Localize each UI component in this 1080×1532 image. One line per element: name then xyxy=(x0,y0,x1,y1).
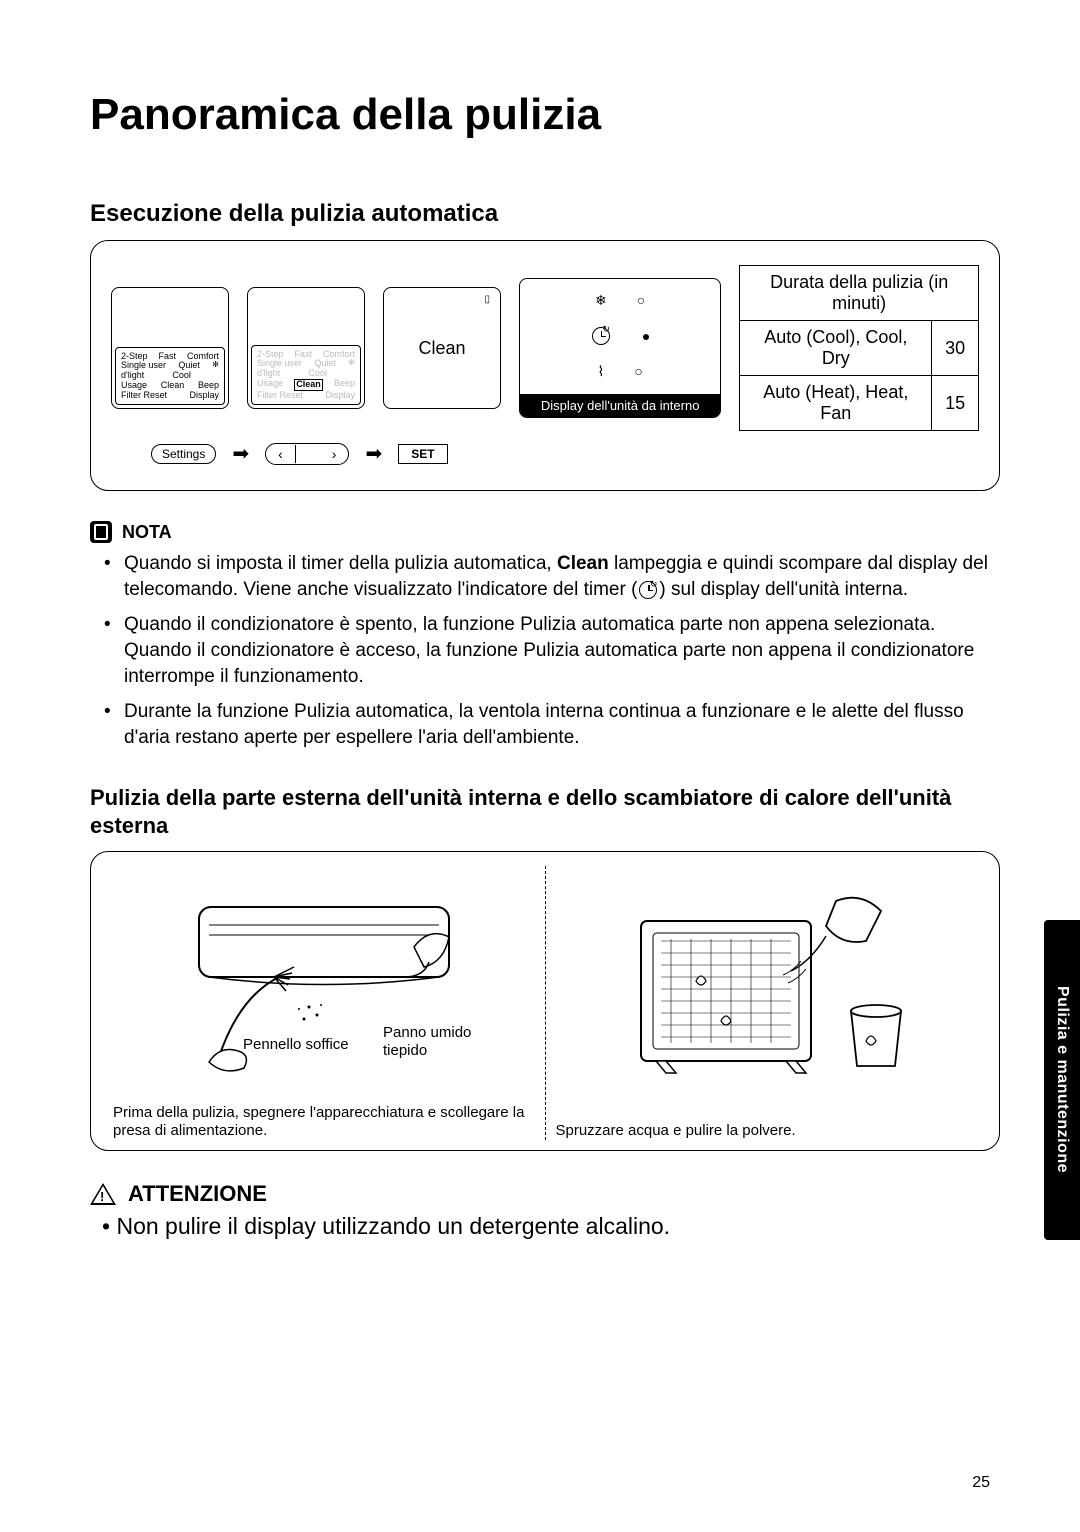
duration-header: Durata della pulizia (in minuti) xyxy=(740,266,979,321)
remote-screen-result: ▯ Clean xyxy=(383,287,501,409)
menuitem: Display xyxy=(189,391,219,401)
warning-icon: ! xyxy=(90,1183,116,1205)
duration-table: Durata della pulizia (in minuti) Auto (C… xyxy=(739,265,979,431)
set-button[interactable]: SET xyxy=(398,444,447,464)
right-caption: Spruzzare acqua e pulire la polvere. xyxy=(556,1116,978,1140)
remote-screen-highlight: 2-StepFastComfort Single userQuiet✻ d'li… xyxy=(247,287,365,409)
section-tab-label: Pulizia e manutenzione xyxy=(1053,986,1071,1173)
arrow-right-icon: ➡ xyxy=(232,441,249,466)
attenzione-list: Non pulire il display utilizzando un det… xyxy=(90,1213,1000,1240)
outdoor-unit-illustration xyxy=(556,866,978,1116)
nota-block: NOTA Quando si imposta il timer della pu… xyxy=(90,521,1000,750)
nota-item: Durante la funzione Pulizia automatica, … xyxy=(120,699,1000,750)
battery-icon: ▯ xyxy=(484,294,490,305)
section-tab: Pulizia e manutenzione xyxy=(1044,920,1080,1240)
dot-icon: ○ xyxy=(637,292,645,308)
dot-icon: ● xyxy=(642,328,650,344)
table-row: Auto (Heat), Heat, Fan 15 xyxy=(740,376,979,431)
menuitem: Filter Reset xyxy=(257,391,303,401)
autoclean-panel: 2-StepFastComfort Single userQuiet✻ d'li… xyxy=(90,240,1000,491)
chevron-right-icon: › xyxy=(320,444,349,464)
timer-icon: ↻ xyxy=(592,327,610,345)
settings-button[interactable]: Settings xyxy=(151,444,216,464)
wifi-icon: ⌇ xyxy=(598,363,605,380)
left-caption: Prima della pulizia, spegnere l'apparecc… xyxy=(113,1098,535,1140)
clean-label: Clean xyxy=(418,338,465,359)
indoor-unit-illustration xyxy=(113,866,535,1098)
nota-text: ) sul display dell'unità interna. xyxy=(659,579,908,600)
attenzione-heading: ! ATTENZIONE xyxy=(90,1181,1000,1207)
note-icon xyxy=(90,521,112,543)
cloth-label: Panno umido tiepido xyxy=(383,1024,493,1059)
brush-label: Pennello soffice xyxy=(243,1036,349,1053)
clean-ext-panel: Pennello soffice Panno umido tiepido Pri… xyxy=(90,851,1000,1151)
attenzione-item: Non pulire il display utilizzando un det… xyxy=(120,1213,1000,1240)
chevron-left-icon: ‹ xyxy=(266,444,295,464)
minutes-cell: 30 xyxy=(932,321,979,376)
menuitem: Cool xyxy=(308,369,327,379)
divider xyxy=(545,866,546,1140)
spark-icon: ✻ xyxy=(212,361,219,371)
mode-cell: Auto (Heat), Heat, Fan xyxy=(740,376,932,431)
timer-icon: ↻ xyxy=(639,581,657,599)
left-right-button[interactable]: ‹ › xyxy=(265,443,349,465)
menuitem: Display xyxy=(325,391,355,401)
remote-screen-initial: 2-StepFastComfort Single userQuiet✻ d'li… xyxy=(111,287,229,409)
page-title: Panoramica della pulizia xyxy=(90,90,1000,140)
indoor-unit-display: ❄ ○ ↻ ● ⌇ ○ Display dell'unità da interno xyxy=(519,278,721,418)
mode-cell: Auto (Cool), Cool, Dry xyxy=(740,321,932,376)
nota-item: Quando il condizionatore è spento, la fu… xyxy=(120,612,1000,689)
nota-label: NOTA xyxy=(122,522,172,543)
table-row: Auto (Cool), Cool, Dry 30 xyxy=(740,321,979,376)
attenzione-label: ATTENZIONE xyxy=(128,1181,267,1207)
dot-icon: ○ xyxy=(634,363,642,379)
autoclean-heading: Esecuzione della pulizia automatica xyxy=(90,200,1000,228)
snowflake-icon: ❄ xyxy=(595,292,607,309)
menuitem: Filter Reset xyxy=(121,391,167,401)
arrow-right-icon: ➡ xyxy=(365,441,382,466)
nota-item: Quando si imposta il timer della pulizia… xyxy=(120,551,1000,602)
minutes-cell: 15 xyxy=(932,376,979,431)
indoor-display-caption: Display dell'unità da interno xyxy=(520,394,720,417)
button-sequence: Settings ➡ ‹ › ➡ SET xyxy=(151,441,979,466)
nota-text: Quando si imposta il timer della pulizia… xyxy=(124,553,557,574)
spark-icon: ✻ xyxy=(348,359,355,369)
page-number: 25 xyxy=(972,1474,990,1492)
nota-bold: Clean xyxy=(557,553,609,574)
clean-ext-heading: Pulizia della parte esterna dell'unità i… xyxy=(90,784,1000,839)
